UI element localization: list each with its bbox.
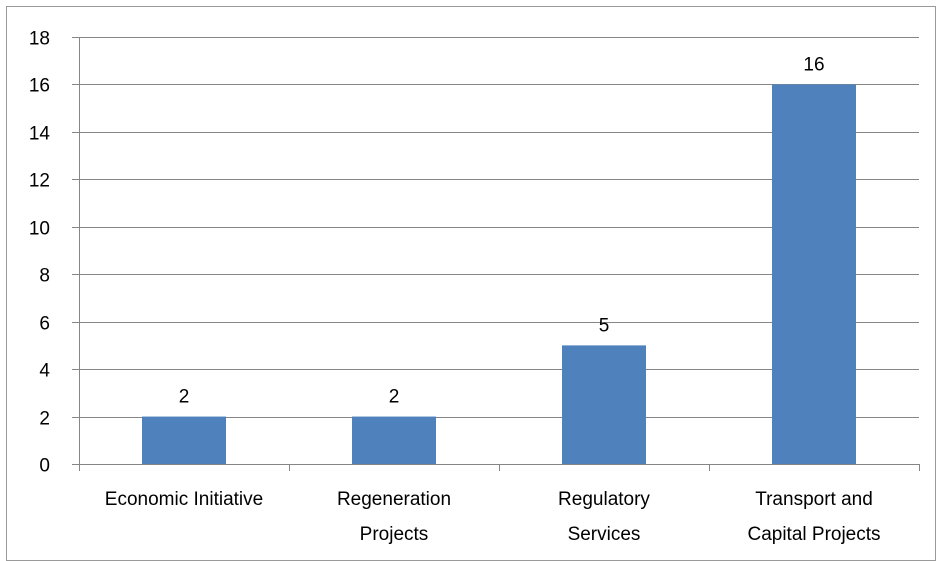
x-category-label: Capital Projects	[747, 524, 880, 545]
data-label: 5	[599, 315, 610, 336]
bar-regulatory-services	[562, 345, 646, 464]
y-tick-label: 4	[39, 361, 50, 382]
y-tick-label: 6	[39, 314, 50, 335]
x-category-label: Transport and	[755, 489, 873, 510]
y-tick-label: 16	[29, 76, 50, 97]
bar-transport-and-capital-projects	[772, 84, 856, 464]
x-category-label: Economic Initiative	[105, 489, 263, 510]
y-tick-label: 12	[29, 171, 50, 192]
labels: 0 2 4 6 8 10 12 14 16 18 2 Economic Initiative 2 Rege…	[29, 29, 881, 546]
y-tick-label: 14	[29, 124, 51, 145]
bar-economic-initiative	[142, 416, 226, 464]
y-tick-label: 10	[29, 219, 50, 240]
x-category-label: Services	[568, 524, 641, 545]
y-tick-label: 8	[39, 266, 50, 287]
y-tick-label: 0	[39, 456, 50, 477]
bar-regeneration-projects	[352, 416, 436, 464]
x-category-label: Regulatory	[558, 489, 650, 510]
bars	[142, 84, 856, 464]
y-tick-label: 18	[29, 29, 50, 50]
x-category-label: Projects	[360, 524, 429, 545]
data-label: 16	[803, 54, 824, 75]
x-category-label: Regeneration	[337, 489, 451, 510]
y-tick-label: 2	[39, 409, 50, 430]
axes	[72, 37, 920, 471]
data-label: 2	[179, 387, 190, 408]
data-label: 2	[389, 387, 400, 408]
